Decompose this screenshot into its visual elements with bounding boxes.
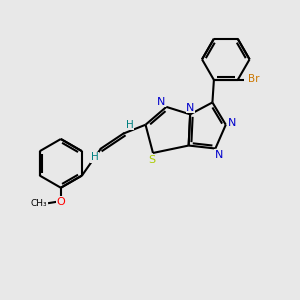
Text: H: H [91,152,98,162]
Text: N: N [157,97,165,106]
Text: N: N [186,103,195,113]
Text: CH₃: CH₃ [31,199,47,208]
Text: Br: Br [248,74,260,84]
Text: N: N [228,118,236,128]
Text: S: S [148,155,156,165]
Text: O: O [56,197,65,207]
Text: H: H [126,120,134,130]
Text: N: N [215,150,223,160]
